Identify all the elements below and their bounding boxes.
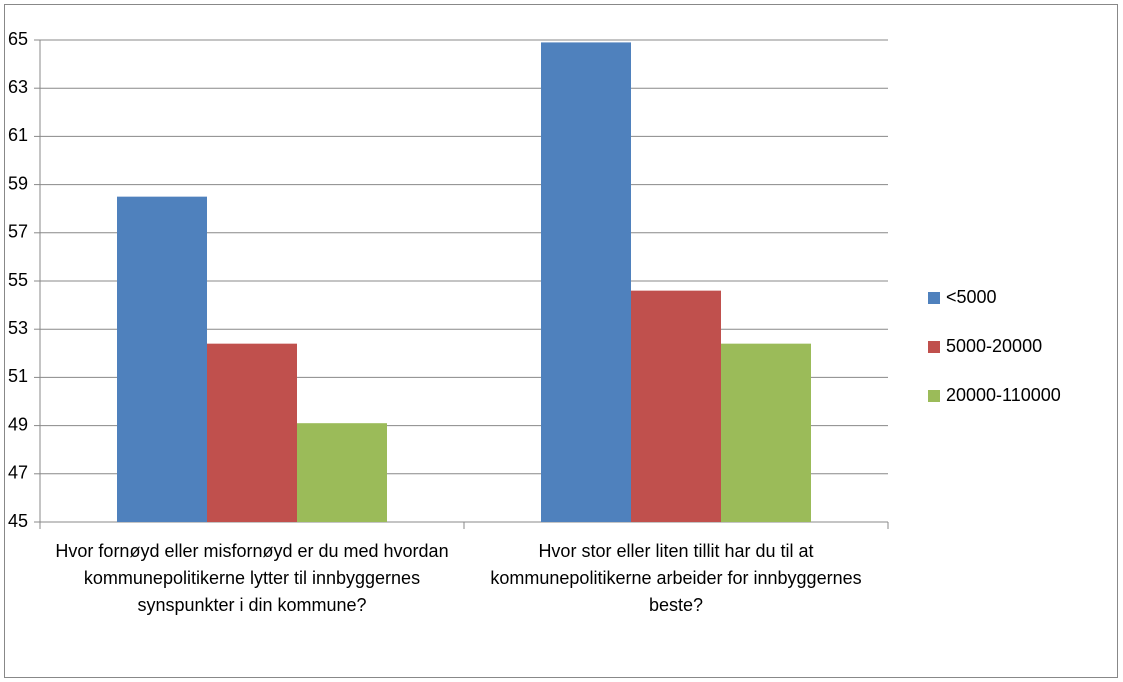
y-tick-label: 45: [8, 511, 28, 531]
y-tick-label: 57: [8, 222, 28, 242]
legend-label: <5000: [946, 287, 997, 307]
legend-swatch: [928, 390, 940, 402]
bar: [117, 196, 207, 522]
bar: [721, 343, 811, 522]
y-tick-label: 61: [8, 125, 28, 145]
legend-label: 20000-110000: [946, 385, 1061, 405]
legend-label: 5000-20000: [946, 336, 1042, 356]
y-tick-label: 51: [8, 366, 28, 386]
y-tick-label: 53: [8, 318, 28, 338]
bar: [541, 42, 631, 522]
y-tick-label: 49: [8, 414, 28, 434]
bar: [631, 290, 721, 522]
x-tick-label: Hvor stor eller liten tillit har du til …: [490, 541, 862, 615]
y-tick-label: 47: [8, 463, 28, 483]
y-tick-label: 55: [8, 270, 28, 290]
y-tick-label: 59: [8, 173, 28, 193]
legend-swatch: [928, 341, 940, 353]
bar: [207, 343, 297, 522]
chart-border: [4, 4, 1118, 678]
legend-swatch: [928, 292, 940, 304]
y-tick-label: 63: [8, 77, 28, 97]
x-tick-label: Hvor fornøyd eller misfornøyd er du med …: [55, 541, 449, 615]
y-tick-label: 65: [8, 29, 28, 49]
bar: [297, 423, 387, 522]
